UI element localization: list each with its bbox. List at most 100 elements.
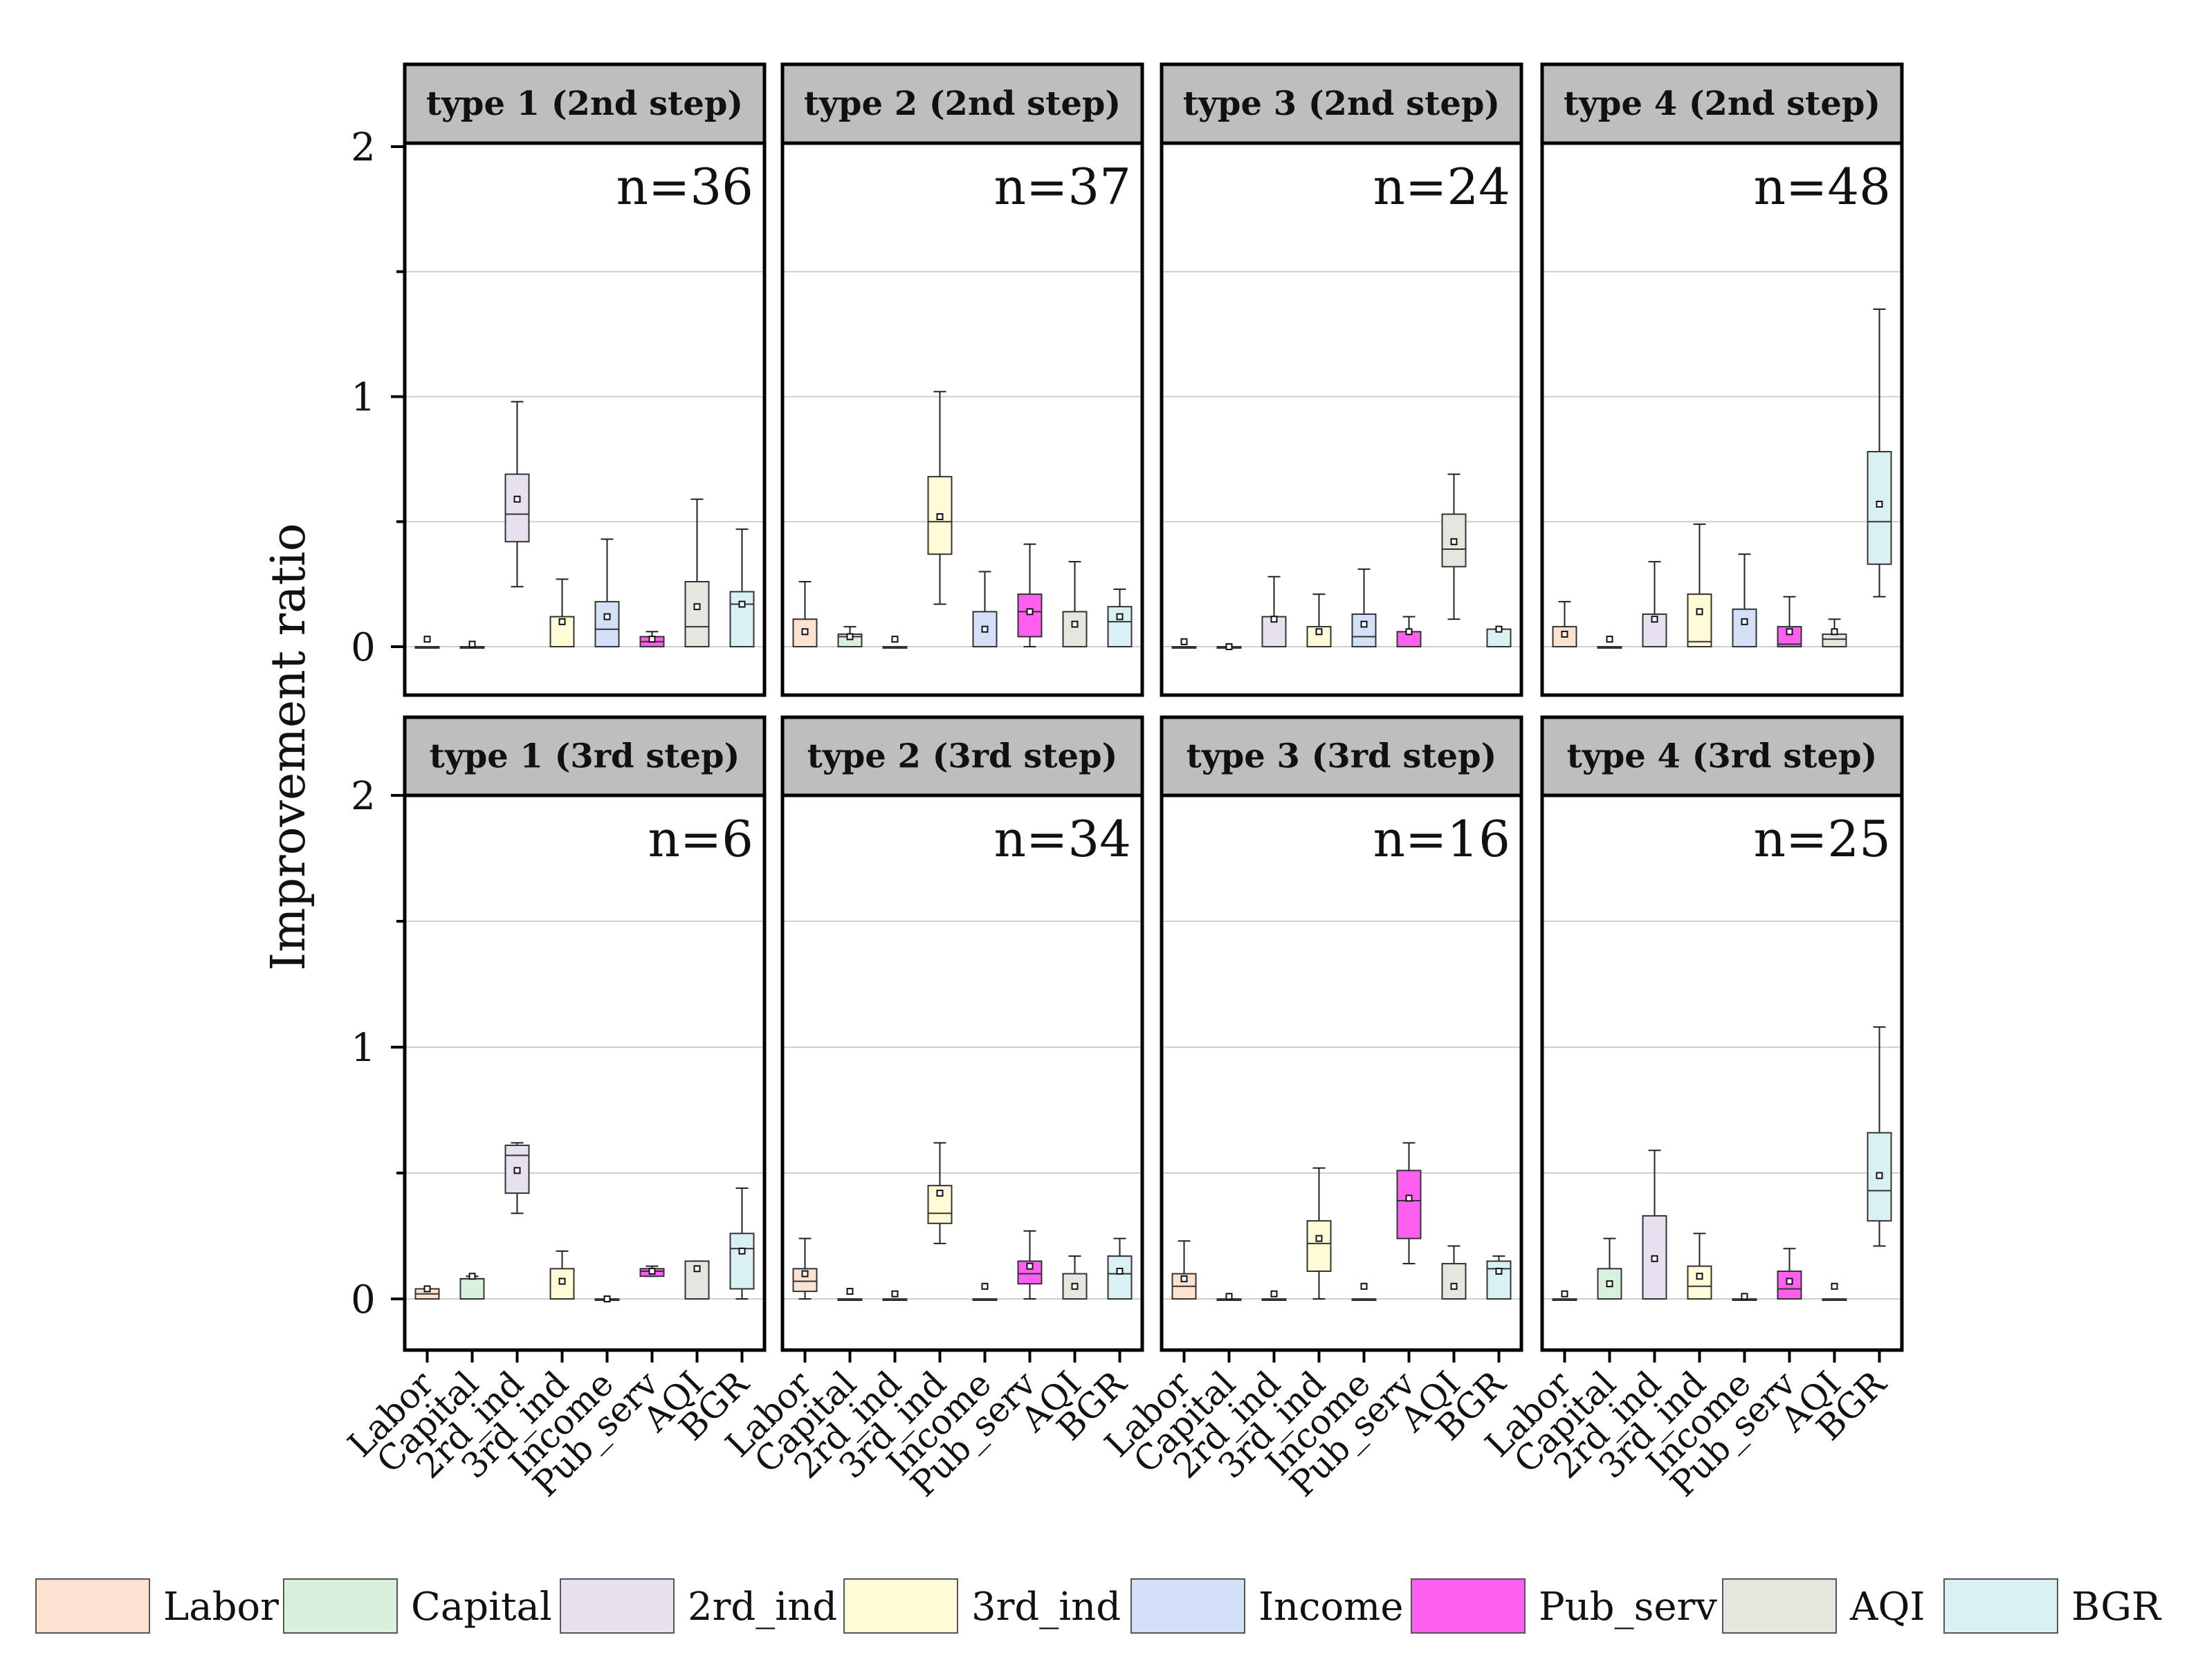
panel-background — [1162, 795, 1521, 1350]
box-2rd_ind — [1642, 561, 1667, 648]
box-AQI — [684, 1260, 710, 1300]
box-AQI — [1822, 618, 1847, 647]
box-Income — [594, 538, 620, 647]
panel-border — [403, 141, 767, 697]
panel-background — [405, 795, 764, 1350]
legend-label-AQI: AQI — [1849, 1585, 1925, 1630]
panel-background — [405, 143, 764, 695]
box-Income — [594, 1295, 620, 1302]
mean-marker — [1315, 1235, 1323, 1242]
mean-marker — [1071, 620, 1079, 628]
box-body — [684, 581, 710, 648]
facet-strip — [1160, 62, 1523, 145]
box-Capital — [1597, 636, 1622, 649]
y-tick-label: 1 — [351, 376, 376, 421]
box-Capital — [459, 1273, 485, 1300]
mean-marker — [891, 1290, 899, 1298]
mean-marker — [1071, 1282, 1079, 1290]
sample-size-label: n=16 — [1373, 810, 1510, 868]
box-Pub_serv — [639, 1265, 665, 1277]
box-body — [1486, 1260, 1512, 1300]
legend-swatch-Pub_serv — [1411, 1578, 1526, 1634]
box-body — [1441, 1263, 1467, 1300]
box-body — [504, 473, 530, 543]
box-Income — [972, 1282, 998, 1301]
mean-marker — [648, 1267, 656, 1275]
box-2rd_ind — [1261, 1290, 1287, 1301]
box-AQI — [1822, 1282, 1847, 1301]
mean-marker — [1876, 1172, 1883, 1179]
mean-marker — [468, 640, 476, 648]
mean-marker — [513, 1167, 521, 1174]
mean-marker — [558, 618, 566, 625]
mean-marker — [1831, 1282, 1838, 1290]
facet-strip — [1540, 62, 1904, 145]
mean-marker — [423, 1285, 431, 1293]
box-Pub_serv — [1777, 596, 1802, 648]
box-3rd_ind — [927, 1142, 953, 1244]
box-body — [1017, 593, 1043, 638]
panel-1 — [403, 62, 767, 697]
y-tick-label: 2 — [351, 125, 376, 170]
mean-marker — [1831, 628, 1838, 636]
legend-swatch-BGR — [1943, 1578, 2058, 1634]
panel-7 — [1160, 715, 1523, 1363]
panel-background — [1542, 795, 1902, 1350]
mean-marker — [1561, 1290, 1568, 1298]
box-3rd_ind — [1306, 1167, 1332, 1300]
box-3rd_ind — [549, 1250, 575, 1300]
box-3rd_ind — [549, 578, 575, 647]
sample-size-label: n=25 — [1754, 810, 1891, 868]
box-BGR — [729, 1187, 755, 1300]
box-body — [1107, 1255, 1133, 1300]
mean-marker — [1405, 628, 1413, 636]
y-tick-label: 0 — [351, 625, 376, 670]
mean-marker — [1270, 616, 1278, 623]
panel-background — [782, 143, 1142, 695]
panel-6 — [780, 715, 1144, 1363]
mean-marker — [468, 1273, 476, 1280]
mean-marker — [936, 513, 944, 521]
panel-3 — [1160, 62, 1523, 697]
box-Pub_serv — [1396, 1142, 1422, 1265]
sample-size-label: n=48 — [1754, 158, 1891, 216]
box-BGR — [1486, 1255, 1512, 1300]
box-Labor — [414, 636, 440, 649]
mean-marker — [1315, 628, 1323, 636]
mean-marker — [1696, 1273, 1703, 1280]
legend-label-BGR: BGR — [2071, 1585, 2162, 1630]
mean-marker — [1651, 616, 1658, 623]
sample-size-label: n=6 — [648, 810, 753, 868]
panel-border — [1160, 793, 1523, 1352]
facet-title: type 1 (3rd step) — [430, 737, 740, 776]
mean-marker — [1180, 1275, 1188, 1282]
panel-4 — [1540, 62, 1904, 697]
box-Income — [1732, 553, 1757, 648]
mean-marker — [1026, 1262, 1034, 1270]
box-body — [792, 1268, 818, 1293]
legend-label-Labor: Labor — [163, 1585, 279, 1630]
panel-2 — [780, 62, 1144, 697]
box-Capital — [459, 640, 485, 649]
box-body — [1687, 593, 1712, 648]
mean-marker — [1360, 620, 1368, 628]
box-BGR — [729, 528, 755, 647]
box-Capital — [837, 626, 863, 647]
facet-title: type 2 (2nd step) — [804, 84, 1121, 123]
legend-label-Pub_serv: Pub_serv — [1539, 1585, 1717, 1630]
facet-title: type 3 (3rd step) — [1187, 737, 1497, 776]
facet-strip — [1160, 715, 1523, 797]
legend: Labor Capital 2rd_ind 3rd_ind Income Pub_serv… — [35, 1578, 2162, 1634]
mean-marker — [603, 1295, 611, 1302]
panel-border — [780, 141, 1144, 697]
box-Labor — [1552, 600, 1577, 648]
box-body — [1687, 1265, 1712, 1300]
legend-label-2rd_ind: 2rd_ind — [688, 1585, 837, 1630]
sample-size-label: n=37 — [994, 158, 1131, 216]
panel-5 — [403, 715, 767, 1363]
mean-marker — [1786, 628, 1793, 636]
mean-marker — [1606, 636, 1613, 643]
mean-marker — [513, 495, 521, 503]
box-3rd_ind — [1687, 523, 1712, 648]
